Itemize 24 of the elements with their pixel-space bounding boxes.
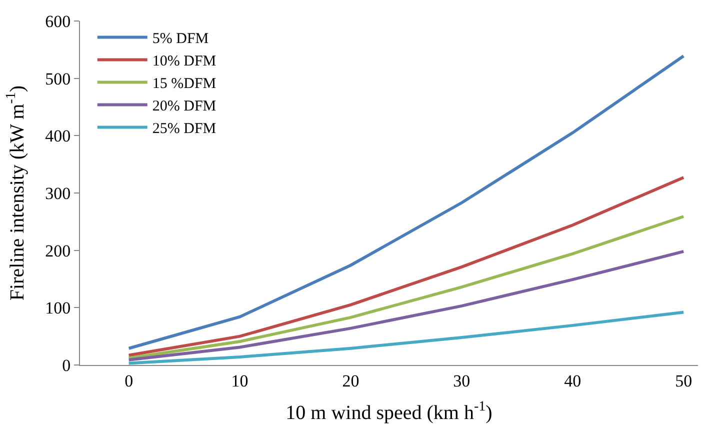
y-tick-label: 500 <box>45 69 71 88</box>
line-series <box>127 310 686 365</box>
y-tick-label: 200 <box>45 241 71 260</box>
line-series <box>127 215 686 360</box>
x-tick-label: 30 <box>453 371 470 390</box>
y-tick-label: 100 <box>45 298 71 318</box>
x-tick-label: 50 <box>675 371 692 390</box>
x-tick-label: 20 <box>342 371 360 390</box>
x-axis-title: 10 m wind speed (km h$^{-1}$) <box>286 400 492 424</box>
line-series <box>127 54 686 350</box>
x-tick-label: 40 <box>564 371 582 390</box>
legend-label: 5% DFM <box>152 31 209 48</box>
y-tick-label: 600 <box>45 12 71 31</box>
y-tick-label: 0 <box>62 356 71 375</box>
legend-label: 25% DFM <box>152 121 216 138</box>
y-tick-label: 400 <box>45 126 71 146</box>
y-tick-label: 300 <box>45 184 71 203</box>
line-series <box>127 176 686 357</box>
x-tick-label: 10 <box>231 371 248 390</box>
line-series <box>127 250 686 362</box>
x-tick-label: 0 <box>124 371 134 390</box>
legend-label: 20% DFM <box>152 98 216 115</box>
legend-label: 10% DFM <box>152 54 216 70</box>
legend-label: 15 %DFM <box>152 76 216 92</box>
